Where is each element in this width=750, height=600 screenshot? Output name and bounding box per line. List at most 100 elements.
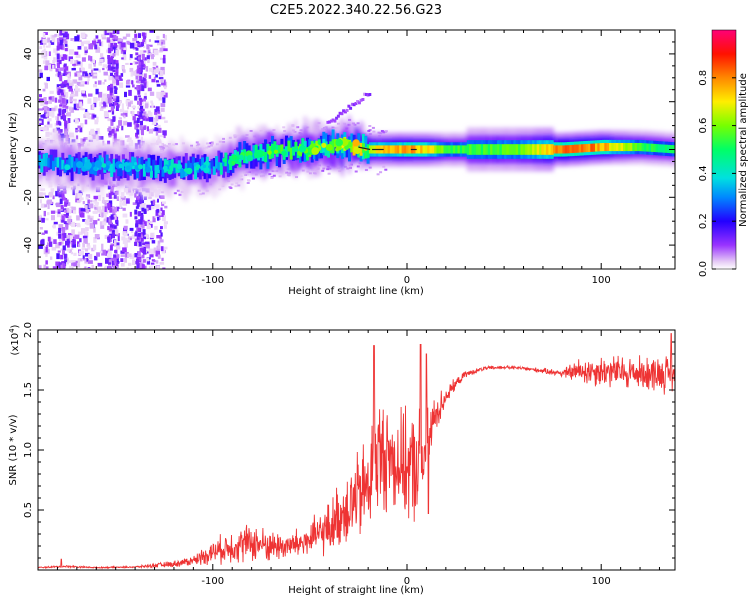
- heatmap-noise-cell: [139, 247, 144, 253]
- snr-series-line: [38, 333, 675, 570]
- heatmap-noise-cell: [148, 39, 151, 42]
- heatmap-streak-cell: [115, 36, 119, 40]
- ridge-cell: [662, 144, 666, 153]
- ridge-cell: [636, 143, 640, 152]
- heatmap-trail-cell: [368, 93, 372, 96]
- heatmap-streak-cell: [137, 68, 141, 74]
- heatmap-streak-cell: [62, 235, 66, 241]
- heatmap-streak-cell: [64, 40, 68, 44]
- ridge-blob: [222, 157, 228, 163]
- heatmap-noise-cell: [131, 105, 136, 108]
- heatmap-streak-cell: [136, 195, 140, 200]
- ridge-cell: [592, 143, 596, 152]
- ridge-cell: [147, 157, 151, 172]
- ridge-cell: [629, 143, 633, 152]
- heatmap-noise-cell: [149, 30, 154, 33]
- heatmap-streak-cell: [64, 201, 68, 207]
- heatmap-streak-cell: [62, 263, 66, 269]
- ridge-cell: [66, 159, 69, 169]
- heatmap-halo-cell: [288, 172, 292, 175]
- ridge-cell: [595, 143, 598, 152]
- heatmap-streak-cell: [62, 250, 65, 255]
- heatmap-noise-cell: [93, 195, 99, 200]
- heatmap-streak-cell: [114, 191, 118, 195]
- heatmap-noise-cell: [98, 69, 101, 73]
- heatmap-noise-cell: [85, 112, 90, 119]
- heatmap-noise-cell: [83, 267, 87, 269]
- heatmap-noise-cell: [159, 229, 162, 233]
- ridge-cell: [448, 145, 452, 154]
- heatmap-noise-cell: [117, 41, 123, 44]
- ridge-cell: [68, 154, 72, 170]
- heatmap-streak-cell: [57, 62, 60, 68]
- heatmap-trail-cell: [354, 102, 358, 105]
- heatmap-streak-cell: [57, 130, 61, 134]
- heatmap-noise-cell: [122, 36, 127, 40]
- heatmap-streak-cell: [140, 44, 143, 47]
- heatmap-noise-cell: [52, 266, 57, 269]
- heatmap-noise-cell: [92, 40, 97, 47]
- y-tick-label: 20: [23, 95, 34, 108]
- heatmap-noise-cell: [76, 81, 81, 86]
- heatmap-noise-cell: [85, 209, 89, 214]
- heatmap-noise-cell: [102, 220, 107, 226]
- snr-frame: [37, 329, 676, 571]
- heatmap-noise-cell: [122, 199, 128, 206]
- heatmap-streak-cell: [141, 85, 145, 92]
- heatmap-noise-cell: [119, 78, 123, 81]
- heatmap-noise-cell: [117, 235, 120, 242]
- heatmap-halo-cell: [163, 145, 167, 148]
- heatmap-noise-cell: [153, 247, 158, 253]
- heatmap-noise-cell: [147, 59, 150, 63]
- heatmap-streak-cell: [112, 30, 116, 34]
- heatmap-streak-cell: [112, 53, 116, 57]
- heatmap-streak-cell: [143, 236, 146, 240]
- heatmap-noise-cell: [114, 130, 117, 136]
- heatmap-streak-cell: [115, 66, 119, 70]
- heatmap-noise-cell: [98, 194, 101, 201]
- heatmap-streak-cell: [113, 86, 117, 89]
- ridge-blob: [238, 159, 242, 163]
- heatmap-noise-cell: [70, 251, 73, 255]
- heatmap-noise-cell: [75, 54, 81, 58]
- ridge-cell: [667, 144, 671, 153]
- heatmap-noise-cell: [163, 221, 168, 225]
- heatmap-noise-cell: [39, 214, 42, 218]
- heatmap-noise-cell: [121, 42, 126, 48]
- heatmap-noise-cell: [90, 59, 96, 64]
- heatmap-streak-cell: [138, 241, 142, 247]
- ridge-cell: [452, 145, 456, 154]
- heatmap-noise-cell: [155, 106, 160, 112]
- heatmap-noise-cell: [101, 243, 104, 250]
- heatmap-streak-cell: [64, 31, 68, 37]
- heatmap-noise-cell: [47, 199, 52, 204]
- heatmap-noise-cell: [161, 201, 165, 207]
- heatmap-noise-cell: [78, 88, 81, 92]
- heatmap-noise-cell: [163, 92, 168, 98]
- ridge-cell: [73, 161, 76, 172]
- ridge-blob: [162, 165, 168, 171]
- ridge-cell: [480, 144, 484, 155]
- heatmap-streak-cell: [62, 228, 66, 234]
- heatmap-noise-cell: [77, 46, 82, 50]
- ridge-cell: [89, 163, 93, 174]
- heatmap-streak-cell: [114, 89, 118, 94]
- heatmap-noise-cell: [45, 260, 48, 265]
- heatmap-noise-cell: [105, 257, 110, 264]
- heatmap-noise-cell: [65, 92, 69, 98]
- heatmap-noise-cell: [50, 188, 55, 193]
- heatmap-noise-cell: [128, 89, 132, 96]
- heatmap-noise-cell: [116, 245, 121, 250]
- ridge-cell: [513, 144, 517, 155]
- ridge-cell: [581, 144, 584, 153]
- heatmap-noise-cell: [121, 192, 125, 198]
- heatmap-noise-cell: [38, 113, 42, 118]
- heatmap-noise-cell: [148, 75, 152, 79]
- heatmap-noise-cell: [69, 235, 74, 241]
- heatmap-noise-cell: [155, 67, 160, 73]
- heatmap-streak-cell: [135, 206, 139, 209]
- heatmap-streak-cell: [140, 105, 143, 109]
- heatmap-streak-cell: [113, 34, 117, 40]
- heatmap-streak-cell: [116, 125, 120, 128]
- spectrogram-xlabel: Height of straight line (km): [288, 286, 424, 297]
